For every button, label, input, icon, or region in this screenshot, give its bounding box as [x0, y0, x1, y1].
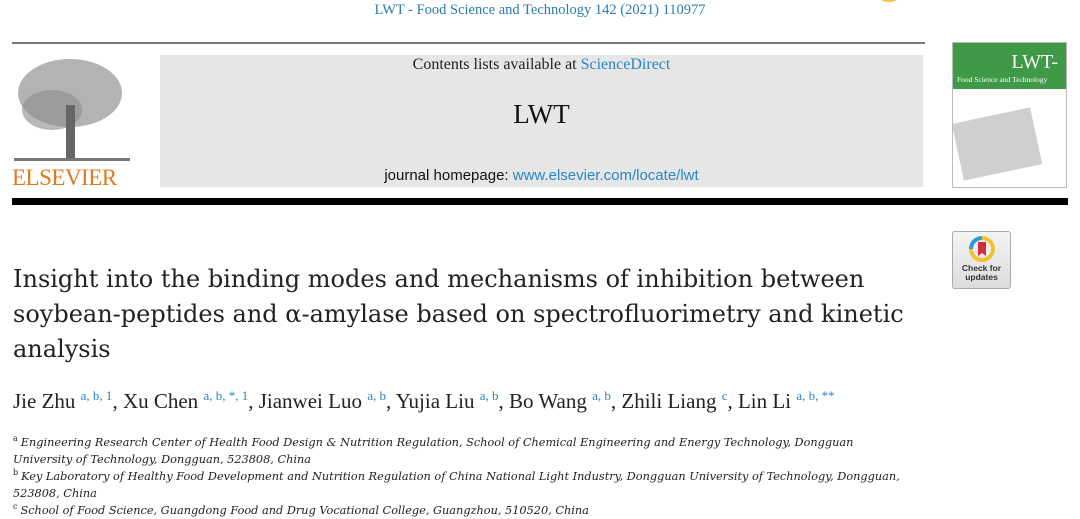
cover-image: [953, 107, 1043, 181]
author-name[interactable]: Jie Zhu: [13, 389, 76, 413]
author-affiliation-marks[interactable]: a, b, 1: [80, 388, 113, 403]
check-for-updates-button[interactable]: Check for updates: [952, 231, 1011, 289]
author-list: Jie Zhu a, b, 1, Xu Chen a, b, *, 1, Jia…: [13, 388, 835, 414]
author-name[interactable]: Lin Li: [737, 389, 792, 413]
cover-subtitle: Food Science and Technology: [957, 75, 1048, 84]
sciencedirect-link[interactable]: ScienceDirect: [580, 56, 671, 73]
author-name[interactable]: Xu Chen: [122, 389, 199, 413]
author-separator: ,: [112, 389, 123, 413]
author-separator: ,: [610, 389, 622, 413]
elsevier-wordmark: ELSEVIER: [12, 165, 117, 190]
affiliation-a: a Engineering Research Center of Health F…: [13, 434, 854, 466]
journal-cover[interactable]: LWT- Food Science and Technology: [952, 42, 1067, 188]
author-name[interactable]: Jianwei Luo: [258, 389, 362, 413]
homepage-label: journal homepage:: [384, 167, 513, 184]
author-separator: ,: [727, 389, 738, 413]
divider: [12, 42, 925, 44]
author-name[interactable]: Bo Wang: [509, 389, 587, 413]
check-updates-label: Check for updates: [961, 263, 1002, 282]
affiliation-c: c School of Food Science, Guangdong Food …: [13, 502, 589, 517]
homepage-line: journal homepage: www.elsevier.com/locat…: [160, 167, 923, 184]
contents-line: Contents lists available at ScienceDirec…: [160, 55, 923, 75]
crossmark-icon: [968, 236, 995, 262]
author-name[interactable]: Yujia Liu: [395, 389, 475, 413]
author-affiliation-marks[interactable]: a, b: [592, 388, 611, 403]
author-separator: ,: [248, 389, 259, 413]
homepage-link[interactable]: www.elsevier.com/locate/lwt: [512, 167, 699, 184]
author-name[interactable]: Zhili Liang: [621, 389, 717, 413]
author-affiliation-marks[interactable]: a, b: [479, 388, 499, 403]
cover-header: [953, 43, 1066, 89]
author-affiliation-marks[interactable]: a, b: [367, 388, 386, 403]
header-bar: [12, 198, 1068, 205]
partial-badge: [878, 0, 900, 2]
journal-banner: Contents lists available at ScienceDirec…: [160, 55, 923, 187]
citation-link[interactable]: LWT - Food Science and Technology 142 (2…: [374, 2, 706, 18]
author-separator: ,: [498, 389, 509, 413]
author-separator: ,: [385, 389, 396, 413]
elsevier-tree-logo: [12, 55, 132, 187]
cover-title: LWT-: [1011, 51, 1058, 73]
article-title: Insight into the binding modes and mecha…: [13, 265, 904, 363]
author-affiliation-marks[interactable]: a, b, **: [796, 388, 835, 403]
journal-name: LWT: [513, 99, 570, 129]
author-affiliation-marks[interactable]: c: [721, 388, 728, 403]
contents-label: Contents lists available at: [412, 56, 581, 73]
author-affiliation-marks[interactable]: a, b, *, 1: [203, 388, 249, 403]
affiliation-b: b Key Laboratory of Healthy Food Developm…: [13, 468, 900, 500]
